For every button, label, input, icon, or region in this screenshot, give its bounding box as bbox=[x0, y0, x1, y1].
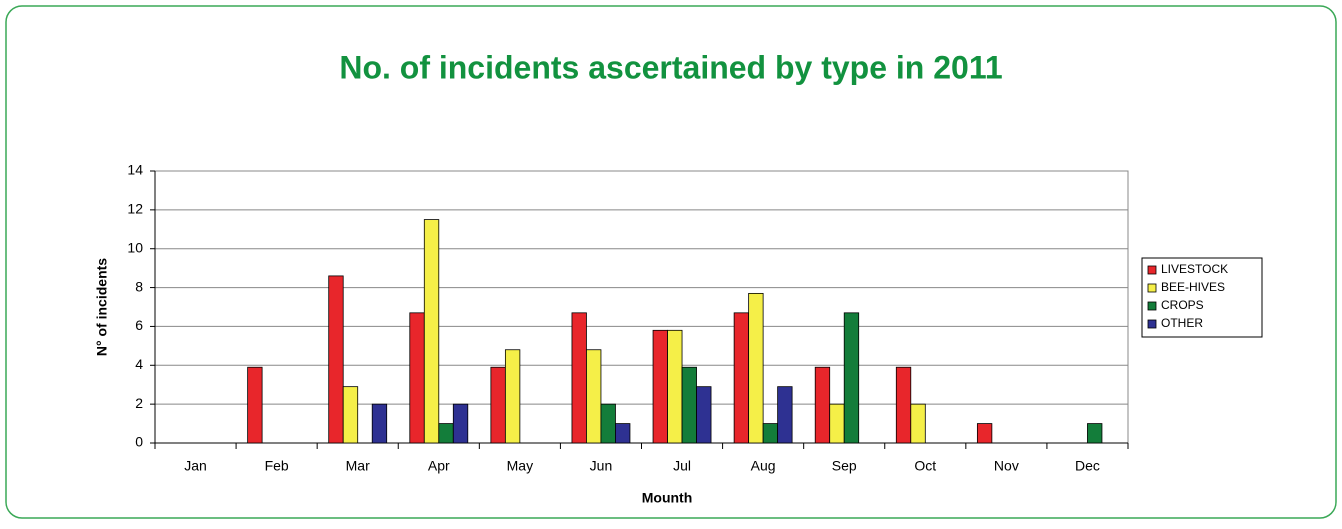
legend-swatch bbox=[1147, 301, 1157, 311]
bar bbox=[814, 366, 831, 444]
bar bbox=[342, 386, 359, 444]
bar bbox=[667, 329, 683, 444]
plot-area bbox=[154, 170, 1129, 444]
bar bbox=[895, 366, 912, 444]
bar bbox=[247, 366, 263, 444]
y-tick-label: 0 bbox=[135, 434, 143, 450]
x-tick-label: May bbox=[507, 458, 533, 474]
bar bbox=[748, 292, 764, 444]
bar bbox=[328, 275, 344, 444]
y-tick-label: 2 bbox=[135, 395, 143, 411]
legend-label: BEE-HIVES bbox=[1161, 280, 1225, 294]
bar bbox=[438, 423, 454, 444]
x-tick-label: Nov bbox=[994, 458, 1019, 474]
y-tick-label: 6 bbox=[135, 317, 143, 333]
bar bbox=[371, 403, 388, 444]
chart-title: No. of incidents ascertained by type in … bbox=[339, 49, 1002, 85]
bar bbox=[829, 403, 845, 444]
y-tick-label: 14 bbox=[127, 162, 143, 178]
x-tick-label: Apr bbox=[428, 458, 450, 474]
bar bbox=[910, 403, 926, 444]
bar bbox=[452, 403, 469, 444]
bar bbox=[696, 386, 712, 444]
x-tick-label: Sep bbox=[832, 458, 857, 474]
x-tick-label: Oct bbox=[914, 458, 936, 474]
x-tick-label: Jan bbox=[184, 458, 207, 474]
bar bbox=[976, 423, 993, 444]
bar bbox=[571, 312, 587, 444]
bar bbox=[504, 349, 521, 444]
bar bbox=[1087, 423, 1103, 444]
legend-swatch bbox=[1147, 283, 1157, 293]
bar bbox=[490, 366, 506, 444]
bar bbox=[423, 219, 440, 444]
bar bbox=[652, 329, 668, 444]
legend-label: LIVESTOCK bbox=[1161, 262, 1228, 276]
legend-label: OTHER bbox=[1161, 316, 1203, 330]
x-tick-label: Mar bbox=[346, 458, 370, 474]
bar bbox=[409, 312, 425, 444]
legend-label: CROPS bbox=[1161, 298, 1204, 312]
legend-box bbox=[1141, 257, 1263, 338]
y-tick-label: 10 bbox=[127, 239, 143, 255]
bar bbox=[762, 423, 779, 444]
y-tick-label: 4 bbox=[135, 356, 143, 372]
bar bbox=[586, 349, 602, 444]
bar bbox=[600, 403, 616, 444]
y-axis-label: N° of incidents bbox=[94, 258, 110, 356]
x-tick-label: Dec bbox=[1075, 458, 1100, 474]
legend-swatch bbox=[1147, 319, 1157, 329]
legend-swatch bbox=[1147, 265, 1157, 275]
x-tick-label: Aug bbox=[751, 458, 776, 474]
bar bbox=[777, 386, 793, 444]
bar bbox=[681, 366, 697, 444]
y-tick-label: 8 bbox=[135, 278, 143, 294]
bar bbox=[843, 312, 860, 444]
x-axis-label: Mounth bbox=[642, 490, 693, 506]
bar bbox=[733, 312, 750, 444]
x-tick-label: Feb bbox=[265, 458, 289, 474]
x-tick-label: Jun bbox=[590, 458, 613, 474]
x-tick-label: Jul bbox=[673, 458, 691, 474]
bar bbox=[615, 423, 631, 444]
y-tick-label: 12 bbox=[127, 201, 143, 217]
